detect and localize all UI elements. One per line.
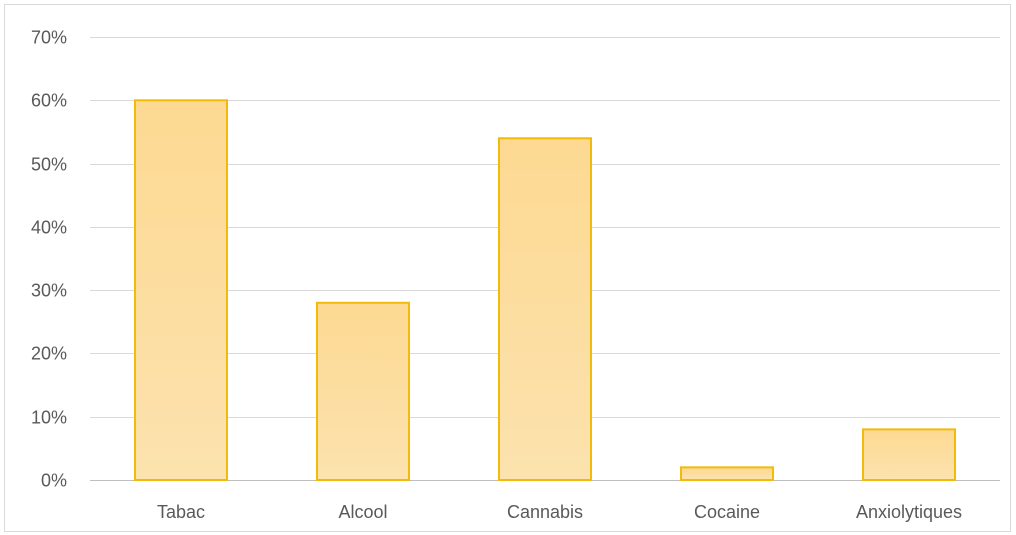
bar-anxiolytiques	[862, 428, 956, 481]
y-axis-tick-labels: 0% 10% 20% 30% 40% 50% 60% 70%	[31, 28, 67, 491]
bar-cannabis	[498, 137, 592, 481]
x-axis-tick-labels: Tabac Alcool Cannabis Cocaine Anxiolytiques	[157, 502, 962, 522]
bar-tabac	[134, 99, 228, 482]
y-tick-label: 40%	[31, 218, 67, 238]
x-tick-label: Alcool	[338, 502, 387, 522]
y-tick-label: 0%	[41, 471, 67, 491]
x-tick-label: Anxiolytiques	[856, 502, 962, 522]
x-tick-label: Cocaine	[694, 502, 760, 522]
bars	[134, 99, 956, 482]
y-tick-label: 50%	[31, 155, 67, 175]
bar-cocaine	[680, 466, 774, 482]
y-tick-label: 60%	[31, 91, 67, 111]
x-tick-label: Tabac	[157, 502, 205, 522]
y-tick-label: 20%	[31, 344, 67, 364]
y-tick-label: 30%	[31, 281, 67, 301]
y-tick-label: 70%	[31, 28, 67, 48]
x-tick-label: Cannabis	[507, 502, 583, 522]
bar-alcool	[316, 301, 410, 481]
y-tick-label: 10%	[31, 408, 67, 428]
